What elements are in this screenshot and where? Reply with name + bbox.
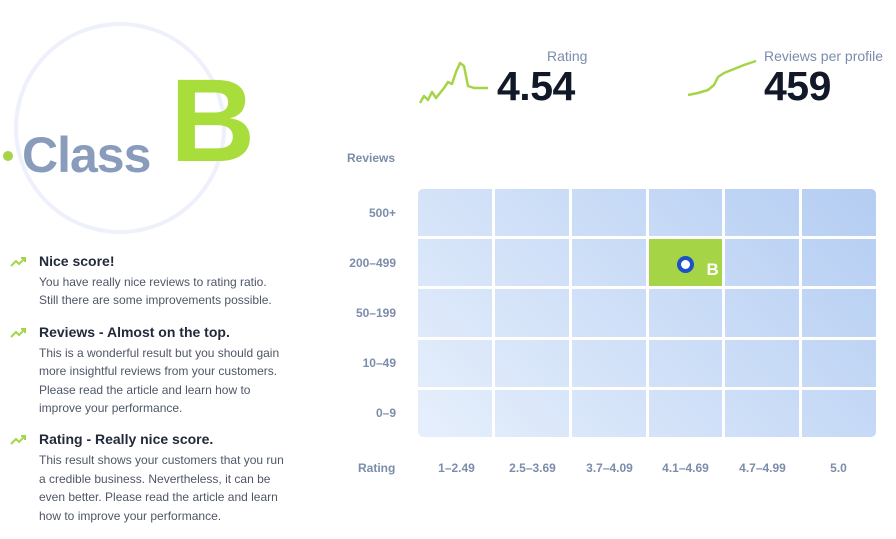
rating-sparkline	[418, 61, 488, 104]
column-label: 3.7–4.09	[586, 461, 633, 475]
feedback-item: Nice score! You have really nice reviews…	[10, 253, 310, 310]
matrix-cell	[568, 286, 649, 340]
matrix-cell	[645, 336, 726, 390]
position-marker-icon	[676, 256, 694, 274]
feedback-list: Nice score! You have really nice reviews…	[10, 253, 310, 539]
column-label: 4.1–4.69	[662, 461, 709, 475]
matrix-cell	[722, 189, 803, 240]
class-dot	[3, 151, 13, 161]
row-label: 50–199	[355, 306, 396, 320]
reviews-sparkline	[687, 59, 757, 97]
matrix-cell	[645, 189, 726, 240]
matrix-cell	[491, 386, 572, 437]
matrix-cell	[491, 286, 572, 340]
feedback-line: This is a wonderful result but you shoul…	[39, 345, 280, 360]
row-label: 10–49	[362, 356, 396, 370]
class-letter: B	[170, 55, 256, 187]
class-ring	[14, 22, 226, 234]
matrix-cell	[418, 286, 495, 340]
class-word: Class	[22, 127, 151, 183]
feedback-item: Reviews - Almost on the top. This is a w…	[10, 324, 310, 418]
row-label: 0–9	[375, 406, 396, 420]
matrix-cell	[645, 286, 726, 340]
column-label: 5.0	[830, 461, 847, 475]
trend-up-icon	[10, 327, 26, 338]
matrix-cell	[722, 236, 803, 290]
feedback-line: Please read the article and learn how to	[39, 382, 251, 397]
matrix-cell	[722, 386, 803, 437]
feedback-line: how to improve your performance.	[39, 508, 222, 523]
matrix-cell	[799, 189, 876, 240]
matrix-cell	[491, 236, 572, 290]
feedback-line: even better. Please read the article and…	[39, 490, 278, 505]
feedback-text: This is a wonderful result but you shoul…	[39, 344, 310, 418]
y-axis-title: Reviews	[347, 151, 396, 165]
x-axis-title: Rating	[358, 461, 396, 475]
column-label: 4.7–4.99	[739, 461, 786, 475]
matrix-cell	[568, 336, 649, 390]
active-cell-class-label: B	[706, 260, 719, 280]
matrix-cell	[722, 336, 803, 390]
matrix-cell	[799, 236, 876, 290]
matrix-cell	[568, 386, 649, 437]
matrix-cell	[799, 336, 876, 390]
reviews-value: 459	[764, 63, 831, 109]
matrix-cell	[799, 286, 876, 340]
matrix-cell	[645, 386, 726, 437]
feedback-item: Rating - Really nice score. This result …	[10, 431, 310, 525]
matrix-cell	[568, 189, 649, 240]
feedback-line: more insightful reviews from your custom…	[39, 364, 278, 379]
column-label: 1–2.49	[438, 461, 475, 475]
column-label: 2.5–3.69	[509, 461, 556, 475]
feedback-text: You have really nice reviews to rating r…	[39, 273, 310, 310]
row-label: 200–499	[349, 256, 396, 270]
matrix-cell	[568, 236, 649, 290]
matrix-cell	[491, 189, 572, 240]
matrix-cell	[418, 336, 495, 390]
trend-up-icon	[10, 435, 26, 446]
matrix-cell	[722, 286, 803, 340]
feedback-text: This result shows your customers that yo…	[39, 451, 310, 525]
matrix-cell	[491, 336, 572, 390]
feedback-line: You have really nice reviews to rating r…	[39, 275, 267, 289]
rating-reviews-matrix: B	[418, 189, 876, 437]
feedback-line: a credible business. Nevertheless, it ca…	[39, 471, 271, 486]
matrix-cell	[418, 386, 495, 437]
feedback-line: Still there are some improvements possib…	[39, 293, 272, 308]
feedback-title: Rating - Really nice score.	[39, 431, 214, 448]
matrix-cell	[799, 386, 876, 437]
rating-value: 4.54	[497, 63, 575, 109]
matrix-cell	[418, 236, 495, 290]
feedback-line: This result shows your customers that yo…	[39, 453, 284, 468]
matrix-cell	[418, 189, 495, 240]
matrix-cell-active: B	[645, 236, 726, 290]
feedback-title: Nice score!	[39, 253, 115, 269]
row-label: 500+	[368, 206, 396, 220]
reviews-label: Reviews per profile	[764, 48, 884, 64]
feedback-title: Reviews - Almost on the top.	[39, 323, 230, 340]
feedback-line: improve your performance.	[39, 401, 183, 416]
rating-label: Rating	[547, 48, 588, 64]
trend-up-icon	[10, 257, 26, 267]
